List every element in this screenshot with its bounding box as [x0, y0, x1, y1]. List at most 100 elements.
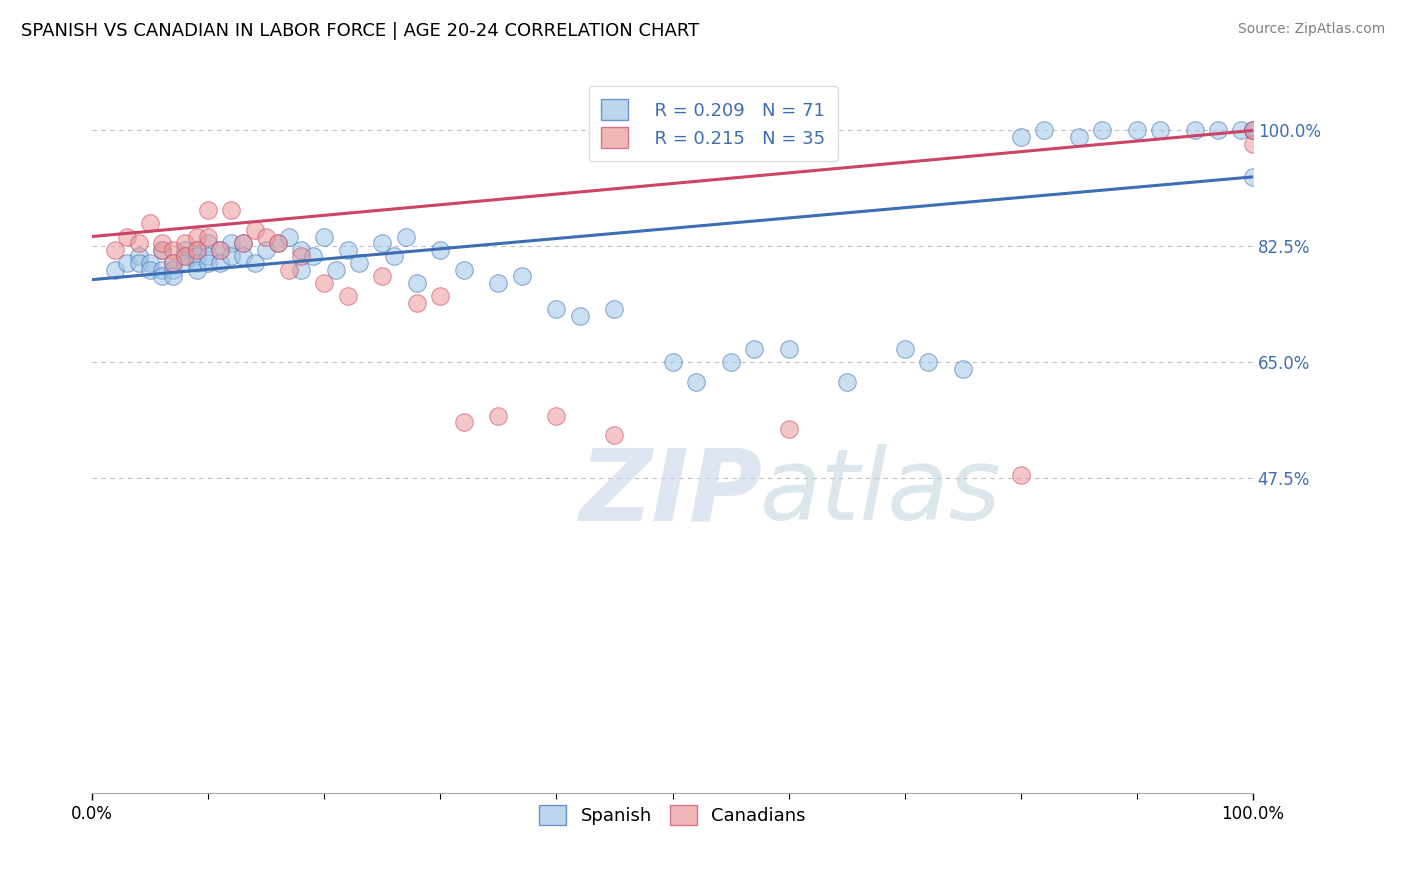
Point — [128, 236, 150, 251]
Point — [371, 269, 394, 284]
Point — [197, 249, 219, 263]
Point — [278, 262, 301, 277]
Point — [221, 202, 243, 217]
Point — [720, 355, 742, 369]
Point — [254, 229, 277, 244]
Point — [128, 249, 150, 263]
Point — [1230, 123, 1253, 137]
Point — [568, 309, 591, 323]
Point — [1241, 136, 1264, 151]
Point — [208, 243, 231, 257]
Point — [232, 236, 254, 251]
Point — [267, 236, 290, 251]
Point — [1032, 123, 1054, 137]
Point — [174, 249, 197, 263]
Point — [128, 256, 150, 270]
Point — [546, 302, 568, 317]
Point — [1091, 123, 1114, 137]
Point — [835, 376, 858, 390]
Point — [278, 229, 301, 244]
Point — [336, 289, 359, 303]
Point — [243, 223, 266, 237]
Point — [453, 262, 475, 277]
Point — [406, 295, 429, 310]
Point — [243, 256, 266, 270]
Point — [301, 249, 323, 263]
Point — [1010, 468, 1032, 483]
Point — [290, 243, 312, 257]
Point — [115, 229, 138, 244]
Point — [290, 262, 312, 277]
Point — [208, 243, 231, 257]
Point — [162, 262, 184, 277]
Point — [486, 409, 509, 423]
Point — [546, 409, 568, 423]
Point — [174, 256, 197, 270]
Point — [382, 249, 405, 263]
Point — [429, 289, 451, 303]
Point — [325, 262, 347, 277]
Point — [1010, 130, 1032, 145]
Point — [162, 256, 184, 270]
Point — [267, 236, 290, 251]
Point — [1067, 130, 1090, 145]
Point — [1241, 169, 1264, 184]
Point — [186, 229, 208, 244]
Point — [314, 229, 336, 244]
Point — [197, 236, 219, 251]
Point — [150, 236, 173, 251]
Point — [221, 249, 243, 263]
Point — [603, 302, 626, 317]
Point — [104, 243, 127, 257]
Point — [162, 243, 184, 257]
Point — [162, 269, 184, 284]
Point — [115, 256, 138, 270]
Point — [139, 262, 162, 277]
Point — [952, 362, 974, 376]
Point — [1149, 123, 1171, 137]
Point — [1206, 123, 1229, 137]
Point — [314, 276, 336, 290]
Text: ZIP: ZIP — [579, 444, 762, 541]
Point — [197, 256, 219, 270]
Point — [174, 236, 197, 251]
Point — [742, 343, 765, 357]
Point — [162, 256, 184, 270]
Point — [1184, 123, 1206, 137]
Point — [150, 262, 173, 277]
Point — [1241, 123, 1264, 137]
Text: SPANISH VS CANADIAN IN LABOR FORCE | AGE 20-24 CORRELATION CHART: SPANISH VS CANADIAN IN LABOR FORCE | AGE… — [21, 22, 699, 40]
Point — [221, 236, 243, 251]
Point — [290, 249, 312, 263]
Point — [394, 229, 416, 244]
Point — [232, 236, 254, 251]
Point — [778, 422, 800, 436]
Point — [174, 243, 197, 257]
Point — [1241, 123, 1264, 137]
Point — [685, 376, 707, 390]
Point — [186, 256, 208, 270]
Point — [486, 276, 509, 290]
Point — [453, 415, 475, 429]
Point — [429, 243, 451, 257]
Point — [917, 355, 939, 369]
Point — [603, 428, 626, 442]
Point — [893, 343, 915, 357]
Point — [186, 249, 208, 263]
Point — [232, 249, 254, 263]
Point — [186, 262, 208, 277]
Point — [104, 262, 127, 277]
Point — [510, 269, 533, 284]
Point — [139, 216, 162, 230]
Text: atlas: atlas — [759, 444, 1001, 541]
Point — [336, 243, 359, 257]
Point — [150, 269, 173, 284]
Point — [186, 243, 208, 257]
Point — [347, 256, 370, 270]
Point — [208, 256, 231, 270]
Point — [174, 249, 197, 263]
Point — [371, 236, 394, 251]
Point — [1241, 123, 1264, 137]
Point — [197, 202, 219, 217]
Point — [150, 243, 173, 257]
